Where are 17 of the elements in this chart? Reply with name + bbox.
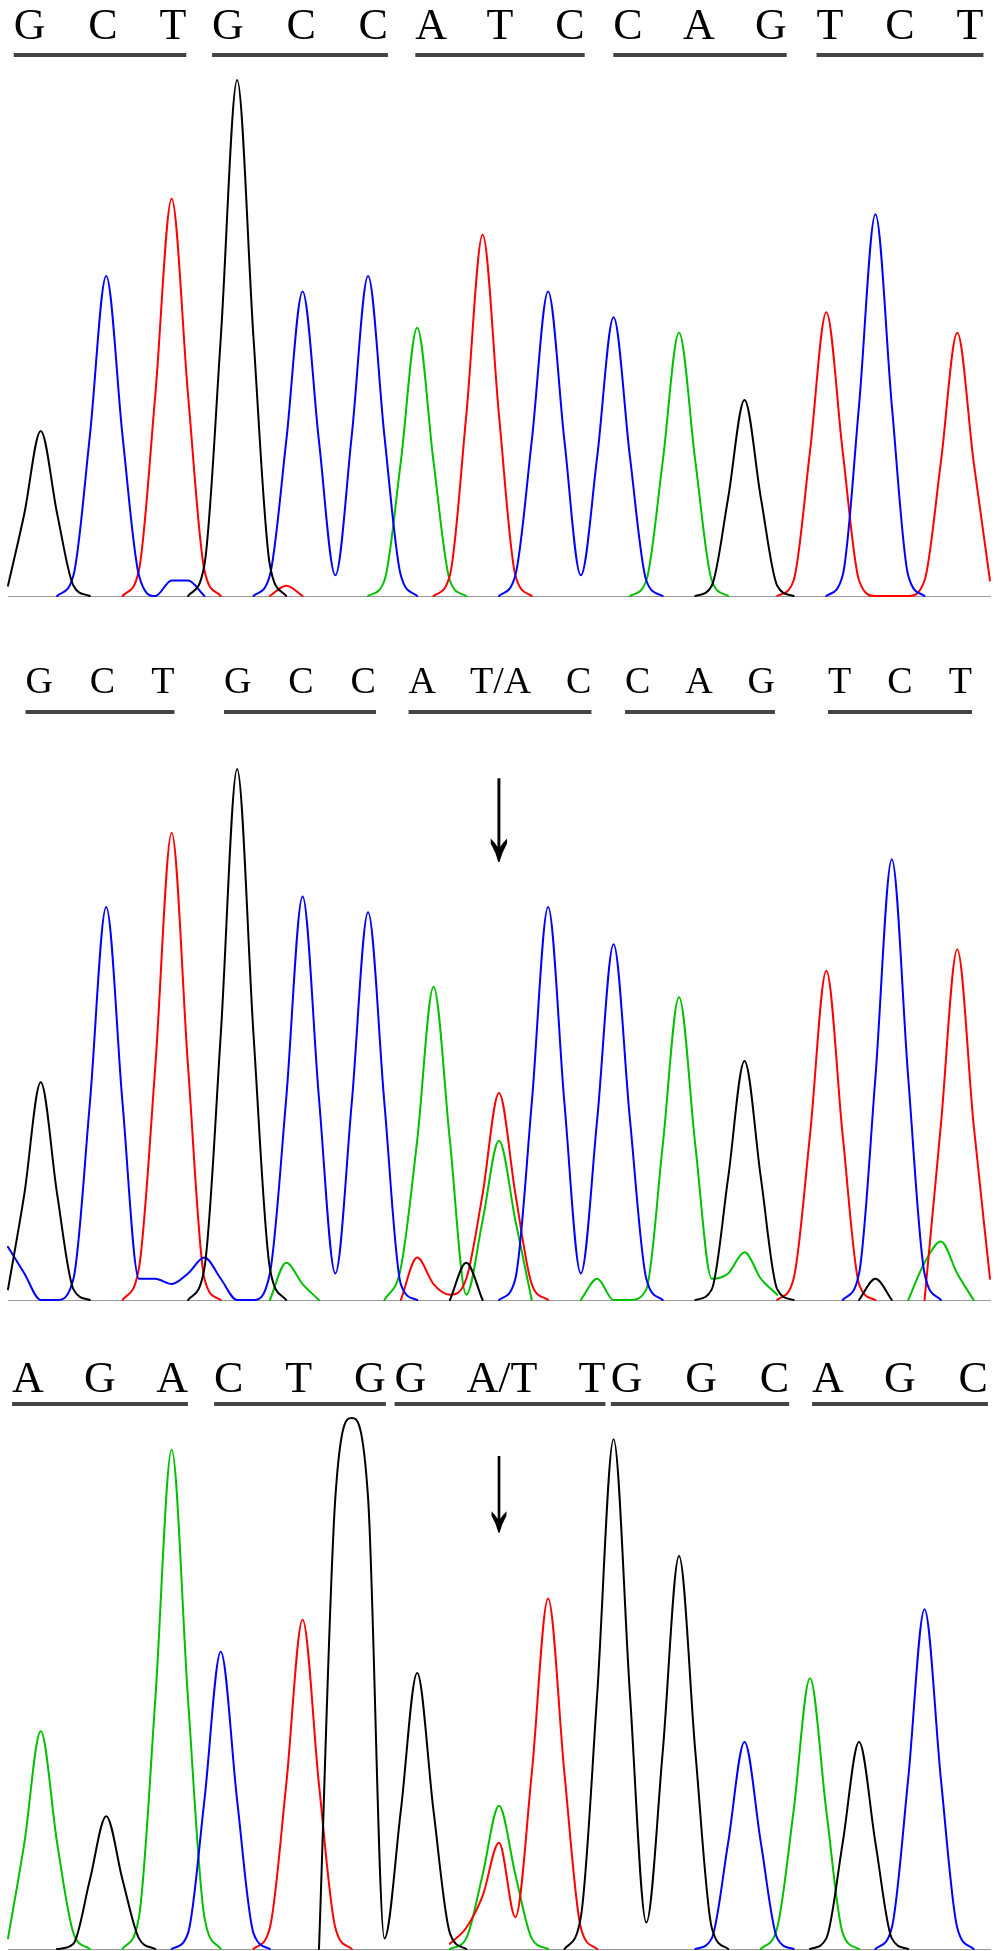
annotation: ↓ [483, 1413, 515, 1557]
text: G A/T T [394, 1353, 606, 1402]
text: A G A [12, 1353, 188, 1402]
text: G G C [610, 1353, 790, 1402]
text: C T G [214, 1353, 386, 1402]
text: G C C [224, 659, 376, 701]
text: C A G [625, 659, 775, 701]
text: A G C [812, 1353, 988, 1402]
text: T C T [827, 659, 973, 701]
annotation: ↓ [481, 731, 517, 889]
text: A T/A C [408, 659, 592, 701]
text: C A G [613, 0, 787, 49]
text: G C T [13, 0, 187, 49]
text: G C T [25, 659, 175, 701]
text: A T C [415, 0, 585, 49]
text: T C T [816, 0, 984, 49]
text: G C C [212, 0, 388, 49]
